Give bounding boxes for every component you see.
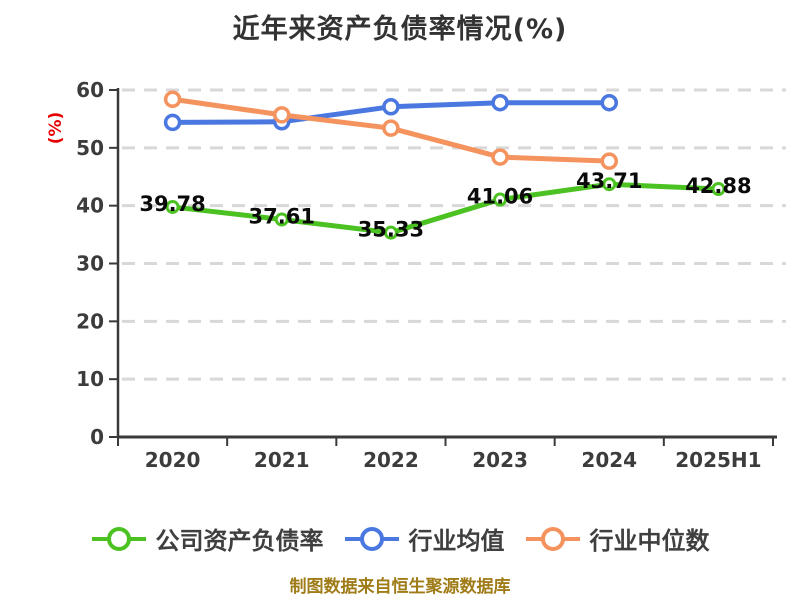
data-label: 35.33 bbox=[358, 218, 424, 242]
data-point[interactable] bbox=[383, 225, 398, 240]
legend: 公司资产负债率 行业均值 行业中位数 bbox=[0, 521, 800, 556]
legend-label: 行业中位数 bbox=[589, 527, 710, 555]
data-point[interactable] bbox=[163, 90, 182, 109]
gridlines bbox=[122, 88, 786, 381]
axes: 0 10 20 30 40 50 60 2020 2021 2022 2023 2024 2025H1 bbox=[76, 78, 777, 472]
legend-item-1[interactable]: 行业均值 bbox=[344, 521, 505, 556]
x-tick-label: 2025H1 bbox=[675, 448, 761, 472]
data-point[interactable] bbox=[382, 98, 400, 116]
data-point[interactable] bbox=[163, 113, 182, 132]
legend-marker-icon bbox=[344, 526, 399, 551]
legend-marker-icon bbox=[525, 526, 580, 551]
data-point[interactable] bbox=[600, 93, 618, 112]
data-point[interactable] bbox=[600, 152, 618, 170]
data-label: 39.78 bbox=[139, 192, 205, 216]
y-tick-label: 40 bbox=[76, 194, 104, 218]
x-tick-label: 2020 bbox=[145, 448, 201, 472]
watermark-note: 制图数据来自恒生聚源数据库 bbox=[289, 577, 511, 597]
data-label: 37.61 bbox=[249, 204, 315, 228]
x-tick-label: 2024 bbox=[581, 448, 637, 472]
series-line bbox=[170, 181, 721, 236]
data-point[interactable] bbox=[491, 93, 509, 112]
legend-label: 行业均值 bbox=[408, 527, 505, 555]
y-tick-label: 50 bbox=[76, 136, 104, 160]
series-2 bbox=[163, 90, 618, 170]
y-tick-label: 30 bbox=[76, 252, 104, 276]
data-point[interactable] bbox=[493, 192, 508, 207]
data-point[interactable] bbox=[602, 177, 617, 192]
legend-label: 公司资产负债率 bbox=[155, 527, 324, 555]
data-point[interactable] bbox=[382, 119, 400, 137]
data-point[interactable] bbox=[274, 212, 289, 227]
x-tick-label: 2023 bbox=[472, 448, 528, 472]
y-tick-label: 10 bbox=[76, 367, 104, 391]
legend-item-0[interactable]: 公司资产负债率 bbox=[91, 521, 324, 556]
data-point[interactable] bbox=[273, 106, 291, 124]
data-point[interactable] bbox=[711, 182, 726, 197]
x-tick-label: 2022 bbox=[363, 448, 419, 472]
y-tick-label: 20 bbox=[76, 309, 104, 333]
chart-title: 近年来资产负债率情况(%) bbox=[232, 14, 568, 45]
legend-item-2[interactable]: 行业中位数 bbox=[525, 521, 710, 556]
legend-marker-icon bbox=[91, 526, 146, 551]
data-point[interactable] bbox=[491, 148, 509, 166]
data-label: 41.06 bbox=[467, 185, 533, 209]
series-0 bbox=[165, 177, 726, 240]
y-axis-title: (%) bbox=[46, 112, 66, 145]
data-label: 43.71 bbox=[576, 169, 642, 193]
series-1 bbox=[163, 93, 618, 132]
y-tick-label: 0 bbox=[90, 425, 104, 449]
data-label: 42.88 bbox=[685, 174, 751, 198]
data-point[interactable] bbox=[165, 199, 180, 214]
x-tick-label: 2021 bbox=[254, 448, 310, 472]
y-tick-label: 60 bbox=[76, 78, 104, 102]
